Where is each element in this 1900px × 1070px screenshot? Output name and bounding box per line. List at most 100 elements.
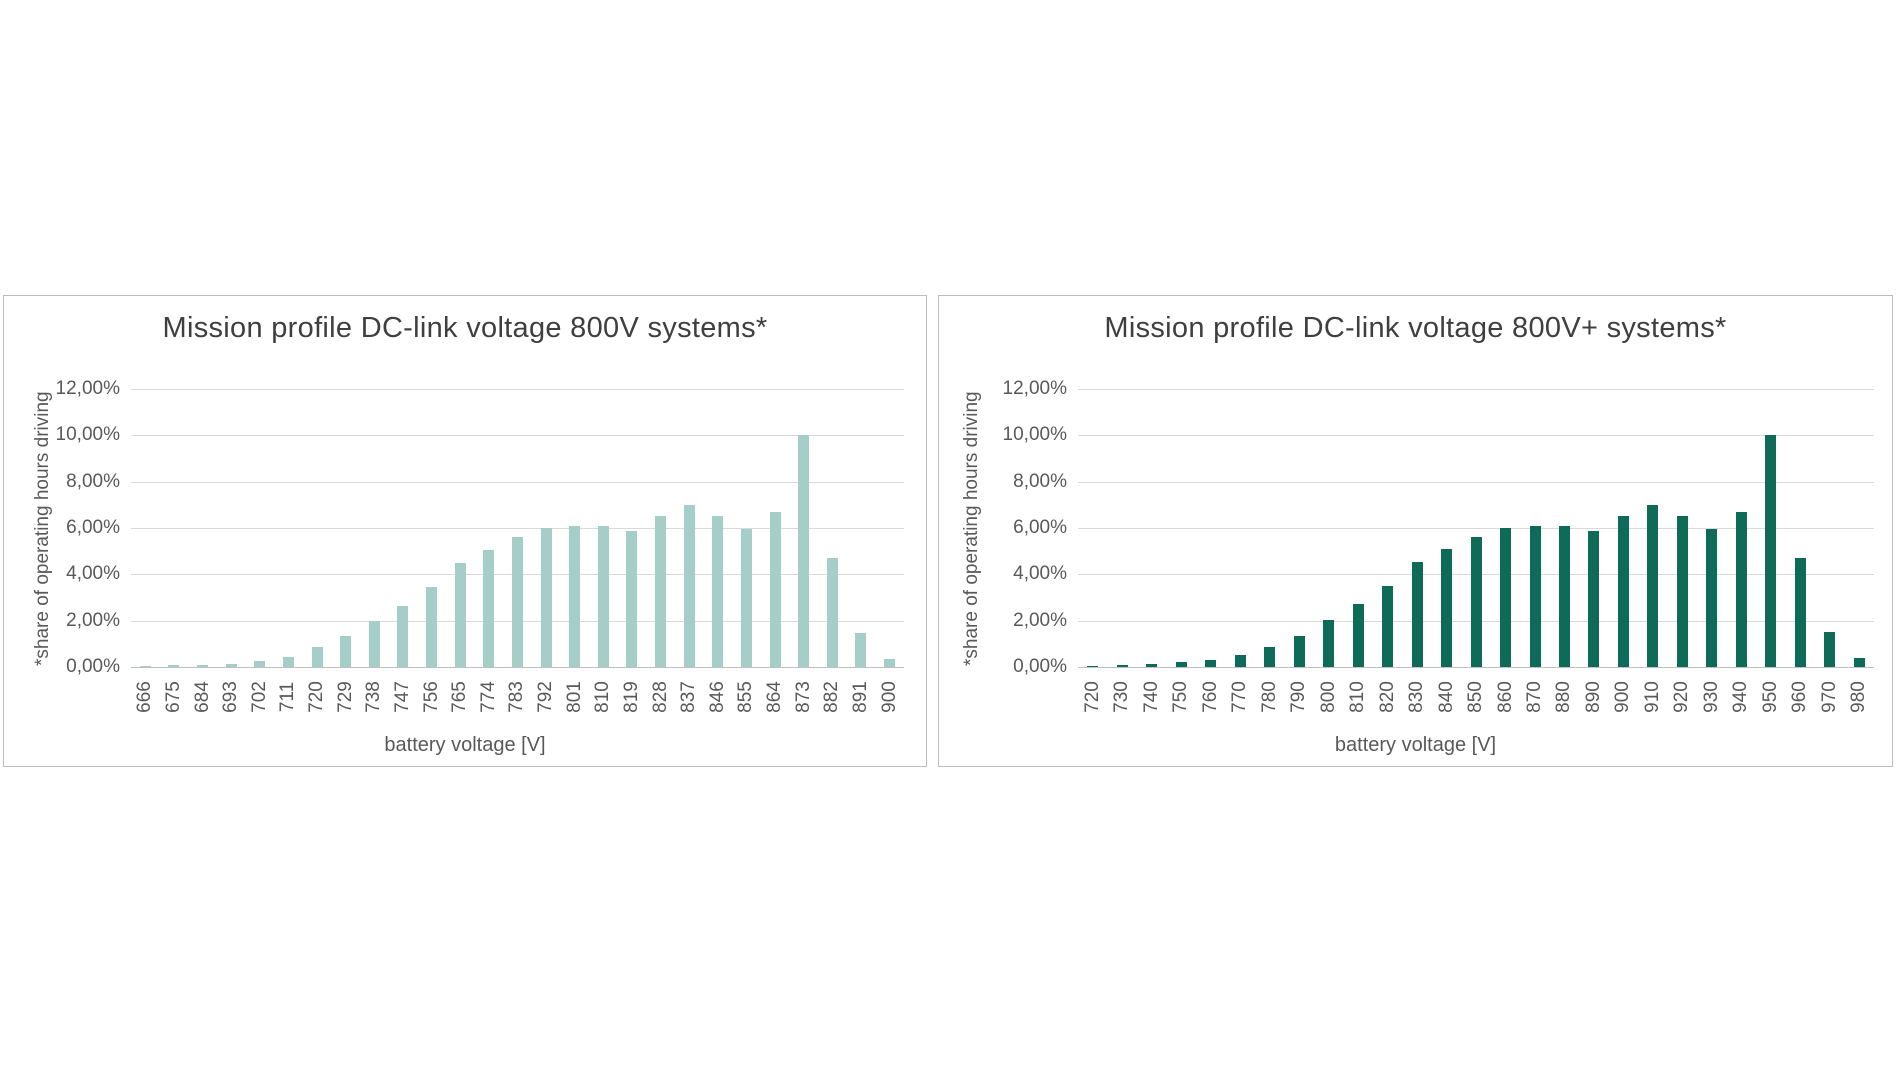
bar-slot-837 <box>675 389 704 667</box>
x-tick-label: 846 <box>706 681 728 713</box>
x-tick-slot: 730 <box>1107 670 1136 724</box>
bar-slot-780 <box>1255 389 1284 667</box>
bar-770 <box>1234 655 1246 667</box>
bar-801 <box>569 525 581 667</box>
gridline <box>1078 481 1874 483</box>
bar-slot-675 <box>160 389 189 667</box>
x-tick-label: 870 <box>1524 681 1545 713</box>
x-tick-label: 702 <box>248 681 270 713</box>
bar-873 <box>798 435 810 667</box>
x-tick-slot: 850 <box>1461 670 1490 724</box>
bar-slot-910 <box>1638 389 1667 667</box>
bar-780 <box>1264 647 1276 667</box>
x-tick-slot: 960 <box>1786 670 1815 724</box>
x-tick-label: 792 <box>535 681 557 713</box>
x-tick-label: 765 <box>449 681 471 713</box>
bar-828 <box>655 516 667 667</box>
y-tick-label: 4,00% <box>1013 563 1067 585</box>
x-tick-slot: 770 <box>1225 670 1254 724</box>
x-tick-slot: 774 <box>475 670 504 724</box>
x-tick-slot: 860 <box>1491 670 1520 724</box>
gridline <box>131 528 904 529</box>
x-tick-label: 750 <box>1170 681 1192 713</box>
x-tick-label: 675 <box>162 681 184 713</box>
x-tick-label: 730 <box>1111 681 1133 713</box>
bar-756 <box>426 587 438 667</box>
x-tick-slot: 880 <box>1550 670 1579 724</box>
bar-slot-882 <box>818 389 847 667</box>
bar-slot-770 <box>1225 389 1254 667</box>
bar-855 <box>740 529 752 667</box>
y-axis-tick-labels: 12,00% 10,00% 8,00% 6,00% 4,00% 2,00% 0,00% <box>24 378 120 677</box>
x-tick-label: 720 <box>306 681 328 713</box>
bar-774 <box>483 550 495 667</box>
bar-slot-930 <box>1697 389 1726 667</box>
bar-740 <box>1146 663 1158 667</box>
bar-slot-855 <box>732 389 761 667</box>
x-tick-label: 756 <box>420 681 442 713</box>
bar-675 <box>168 664 180 667</box>
x-tick-label: 747 <box>391 681 413 713</box>
bar-819 <box>626 531 638 667</box>
x-tick-slot: 747 <box>389 670 418 724</box>
y-tick-label: 2,00% <box>1013 609 1067 631</box>
x-tick-slot: 675 <box>160 670 189 724</box>
x-tick-slot: 740 <box>1137 670 1166 724</box>
bar-820 <box>1382 585 1394 667</box>
bar-slot-800 <box>1314 389 1343 667</box>
bar-711 <box>282 656 294 667</box>
y-tick-label: 2,00% <box>66 609 120 631</box>
x-tick-label: 910 <box>1641 681 1663 713</box>
y-tick-label: 0,00% <box>1013 656 1067 677</box>
x-tick-slot: 693 <box>217 670 246 724</box>
bar-846 <box>712 516 724 667</box>
bar-slot-864 <box>761 389 790 667</box>
x-tick-slot: 783 <box>503 670 532 724</box>
x-tick-slot: 738 <box>360 670 389 724</box>
x-tick-slot: 756 <box>417 670 446 724</box>
x-tick-slot: 711 <box>274 670 303 724</box>
x-tick-label: 900 <box>1612 681 1634 713</box>
x-tick-slot: 760 <box>1196 670 1225 724</box>
bar-slot-940 <box>1727 389 1756 667</box>
bar-729 <box>340 635 352 667</box>
x-tick-slot: 940 <box>1727 670 1756 724</box>
x-tick-slot: 930 <box>1697 670 1726 724</box>
bar-slot-720 <box>303 389 332 667</box>
bar-slot-747 <box>389 389 418 667</box>
x-tick-slot: 882 <box>818 670 847 724</box>
bar-747 <box>397 605 409 667</box>
x-tick-label: 930 <box>1700 681 1722 713</box>
bar-750 <box>1175 662 1187 667</box>
bar-882 <box>826 558 838 667</box>
gridline <box>131 435 904 437</box>
bar-slot-702 <box>246 389 275 667</box>
x-tick-label: 850 <box>1465 681 1487 713</box>
x-tick-slot: 864 <box>761 670 790 724</box>
x-tick-slot: 910 <box>1638 670 1667 724</box>
bar-slot-860 <box>1491 389 1520 667</box>
x-tick-label: 760 <box>1199 681 1221 713</box>
bar-760 <box>1205 660 1217 667</box>
bar-slot-880 <box>1550 389 1579 667</box>
bar-940 <box>1735 511 1747 667</box>
bar-900 <box>884 658 896 667</box>
x-tick-label: 783 <box>506 681 528 713</box>
bar-slot-828 <box>646 389 675 667</box>
x-tick-label: 740 <box>1140 681 1162 713</box>
gridline <box>1078 389 1874 390</box>
x-tick-label: 828 <box>649 681 671 713</box>
x-tick-label: 800 <box>1317 681 1339 713</box>
bar-891 <box>855 633 867 667</box>
x-tick-slot: 765 <box>446 670 475 724</box>
x-tick-slot: 750 <box>1166 670 1195 724</box>
bar-810 <box>597 525 609 667</box>
bar-slot-738 <box>360 389 389 667</box>
plot-area <box>131 389 904 668</box>
bar-720 <box>1087 665 1099 667</box>
bar-slot-960 <box>1786 389 1815 667</box>
bar-slot-765 <box>446 389 475 667</box>
x-tick-slot: 828 <box>646 670 675 724</box>
x-tick-slot: 684 <box>188 670 217 724</box>
